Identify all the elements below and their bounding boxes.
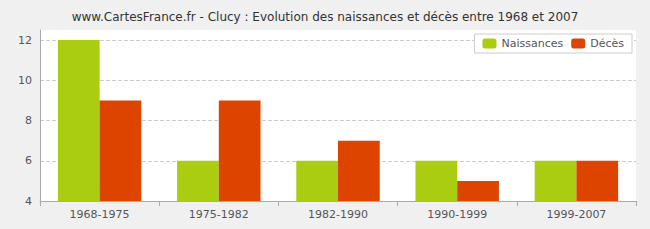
svg-text:1999-2007: 1999-2007 [546, 208, 606, 221]
svg-text:4: 4 [25, 195, 32, 208]
svg-text:1975-1982: 1975-1982 [189, 208, 249, 221]
svg-text:8: 8 [25, 114, 32, 127]
svg-text:1982-1990: 1982-1990 [308, 208, 368, 221]
svg-text:12: 12 [18, 34, 32, 47]
svg-text:Décès: Décès [590, 37, 624, 50]
svg-text:www.CartesFrance.fr - Clucy :: www.CartesFrance.fr - Clucy : Evolution … [72, 10, 579, 24]
svg-text:1990-1999: 1990-1999 [427, 208, 487, 221]
svg-text:10: 10 [18, 74, 32, 87]
svg-text:6: 6 [25, 154, 32, 167]
svg-text:Naissances: Naissances [501, 37, 563, 50]
svg-text:1968-1975: 1968-1975 [70, 208, 130, 221]
